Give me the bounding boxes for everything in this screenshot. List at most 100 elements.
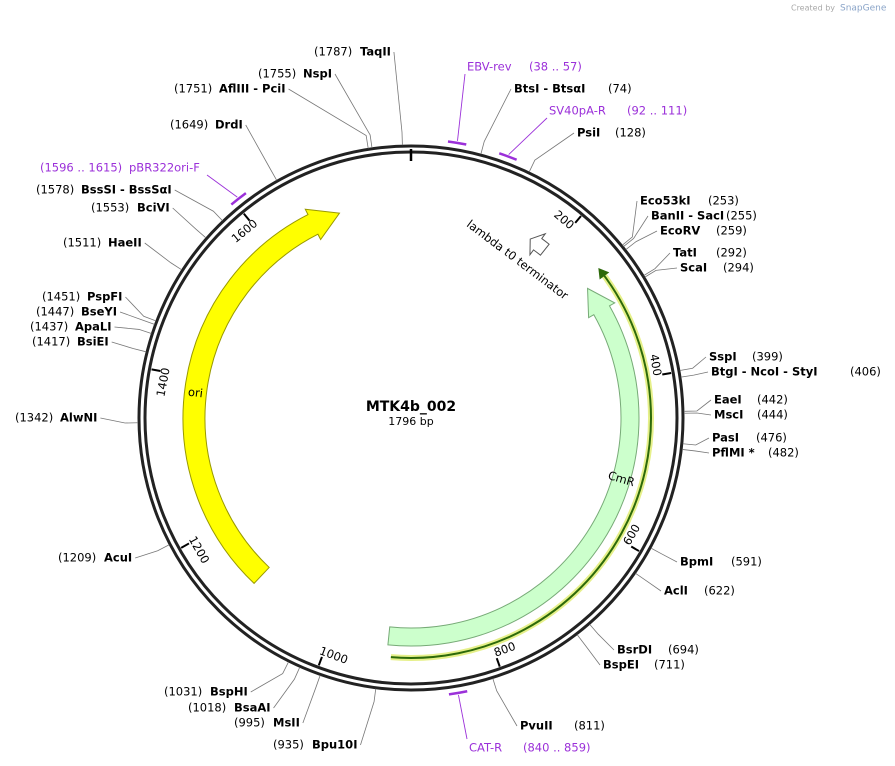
primer-range: (38 .. 57) — [529, 60, 582, 74]
site-position: (294) — [723, 261, 754, 275]
site-connector — [528, 132, 575, 173]
site-name: PvuII — [520, 719, 553, 733]
site-name: PspFI — [87, 290, 122, 304]
cmr-arrow — [387, 287, 640, 647]
site-position: (482) — [768, 446, 799, 460]
backbone-outer — [137, 144, 685, 692]
site-connector — [480, 88, 512, 155]
site-position: (694) — [668, 643, 699, 657]
site-connector — [622, 200, 638, 246]
site-connector — [635, 572, 662, 592]
site-position: (1755) — [258, 67, 296, 81]
primer-name: CAT-R — [469, 741, 502, 755]
site-position: (711) — [654, 658, 685, 672]
site-name: BseYI — [81, 305, 117, 319]
primer-name: pBR322ori-F — [129, 161, 200, 175]
ruler-tick — [180, 542, 190, 549]
site-connector — [589, 624, 615, 651]
site-position: (1751) — [174, 82, 212, 96]
site-position: (259) — [716, 224, 747, 238]
site-position: (1578) — [36, 183, 74, 197]
ruler-tick — [630, 545, 640, 552]
primer-arc — [447, 140, 467, 146]
site-connector — [492, 678, 518, 727]
site-connector — [245, 124, 278, 181]
site-position: (292) — [716, 246, 747, 260]
site-connector — [111, 341, 147, 353]
ruler-label: 1200 — [186, 534, 213, 566]
site-connector — [393, 51, 403, 146]
site-name: SspI — [709, 350, 737, 364]
ruler-label: 400 — [647, 353, 665, 377]
ruler-tick — [574, 215, 582, 224]
site-position: (995) — [234, 716, 265, 730]
site-name: PasI — [712, 431, 739, 445]
primer-connector — [508, 117, 548, 155]
site-name: BsaAI — [234, 701, 271, 715]
site-position: (1031) — [164, 685, 202, 699]
primer-connector — [457, 73, 466, 141]
site-connector — [144, 242, 182, 271]
site-name: AcuI — [104, 551, 132, 565]
site-name: TaqII — [360, 45, 391, 59]
site-connector — [302, 675, 321, 724]
orf-head — [598, 267, 610, 280]
primer-range: (92 .. 111) — [627, 104, 687, 118]
site-connector — [360, 688, 377, 746]
site-position: (74) — [608, 82, 632, 96]
created-by: Created by — [791, 4, 835, 13]
site-name: MsII — [273, 716, 300, 730]
site-connector — [174, 189, 223, 221]
site-name: PsiI — [577, 126, 600, 140]
site-name: Eco53kI — [640, 194, 691, 208]
site-connector — [643, 252, 671, 276]
site-name: BciVI — [137, 201, 170, 215]
site-name: AclI — [664, 584, 688, 598]
site-connector — [172, 207, 207, 239]
site-name: BpmI — [680, 555, 713, 569]
site-name: BtgI - NcoI - StyI — [711, 365, 818, 379]
site-position: (935) — [273, 738, 304, 752]
site-connector — [683, 399, 712, 412]
primer-connector — [458, 694, 468, 740]
site-name: BanII - SacI — [651, 209, 724, 223]
site-position: (1209) — [58, 551, 96, 565]
ruler-label: 800 — [492, 639, 517, 660]
feature-label: ori — [187, 385, 203, 401]
site-name: MscI — [714, 408, 743, 422]
site-position: (476) — [756, 431, 787, 445]
site-position: (1437) — [30, 320, 68, 334]
ruler-tick — [243, 213, 251, 222]
site-position: (406) — [850, 365, 881, 379]
ruler-tick — [662, 371, 672, 376]
site-name: EcoRV — [660, 224, 700, 238]
ruler-label: 200 — [551, 207, 577, 232]
site-name: DrdI — [215, 118, 243, 132]
site-connector — [334, 73, 373, 148]
site-position: (255) — [726, 209, 757, 223]
site-connector — [576, 634, 601, 666]
site-name: AlwNI — [60, 411, 97, 425]
site-position: (1018) — [188, 701, 226, 715]
site-name: BssSI - BssSαI — [81, 183, 172, 197]
site-position: (399) — [752, 350, 783, 364]
primer-arc — [448, 690, 468, 696]
plasmid-length: 1796 bp — [388, 415, 433, 428]
primer-connector — [206, 174, 238, 198]
site-position: (1787) — [314, 45, 352, 59]
site-connector — [114, 326, 152, 334]
brand: SnapGene — [840, 4, 887, 14]
primer-arc — [230, 192, 247, 206]
feature-label: lambda t0 terminator — [464, 217, 571, 303]
site-position: (444) — [757, 408, 788, 422]
primer-range: (840 .. 859) — [523, 741, 591, 755]
site-position: (1342) — [15, 411, 53, 425]
primer-range: (1596 .. 1615) — [40, 161, 122, 175]
site-connector — [683, 412, 712, 416]
site-position: (1417) — [32, 335, 70, 349]
site-name: PflMI * — [712, 446, 755, 460]
site-position: (1649) — [170, 118, 208, 132]
site-connector — [273, 667, 301, 709]
site-connector — [288, 88, 369, 149]
plasmid-name: MTK4b_002 — [366, 399, 456, 415]
